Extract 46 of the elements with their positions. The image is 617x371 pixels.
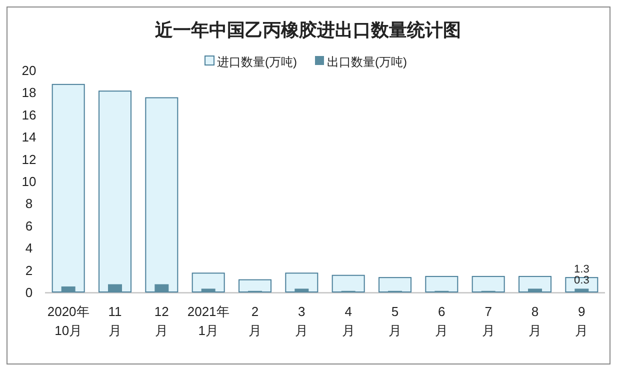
y-tick-label: 20	[22, 63, 36, 78]
y-tick-label: 4	[25, 240, 33, 256]
bar	[98, 90, 132, 292]
x-tick-label: 9 月	[575, 304, 588, 338]
x-tick-label: 5 月	[388, 304, 402, 338]
x-tick-label: 12 月	[154, 304, 169, 338]
x-tick-label: 11 月	[108, 304, 122, 338]
y-tick-label: 18	[22, 85, 36, 100]
x-tick-label: 2021年 1月	[187, 304, 230, 338]
bar	[294, 288, 309, 292]
y-tick-label: 0	[25, 285, 33, 300]
y-tick-label: 10	[22, 174, 36, 189]
bar	[61, 286, 76, 292]
chart-title: 近一年中国乙丙橡胶进出口数量统计图	[154, 20, 461, 40]
x-tick-label: 4 月	[342, 304, 355, 338]
bar	[528, 288, 542, 292]
y-tick-label: 12	[22, 152, 36, 167]
bar	[518, 276, 552, 292]
data-label: 0.3	[574, 274, 590, 287]
y-tick-label: 8	[25, 196, 33, 212]
bar	[192, 272, 225, 292]
bar	[154, 284, 169, 292]
y-tick-label: 14	[22, 130, 36, 145]
legend-label: 出口数量(万吨)	[327, 55, 407, 69]
x-tick-label: 8 月	[528, 304, 542, 338]
bar	[52, 84, 85, 292]
bar	[574, 288, 589, 292]
x-tick-label: 2 月	[248, 304, 262, 338]
x-tick-label: 6 月	[435, 304, 448, 338]
bar	[425, 276, 458, 292]
y-tick-label: 2	[25, 262, 33, 278]
bar	[332, 274, 365, 292]
bar	[201, 288, 216, 292]
y-tick-label: 6	[25, 218, 33, 234]
legend-label: 进口数量(万吨)	[217, 55, 297, 69]
bar	[378, 277, 412, 292]
data-label: 1.3	[574, 264, 590, 276]
bar	[145, 97, 178, 292]
y-tick-label: 16	[22, 107, 36, 122]
bar	[238, 279, 272, 292]
bar	[472, 276, 505, 292]
x-tick-label: 7 月	[482, 304, 495, 338]
x-tick-label: 3 月	[295, 304, 308, 338]
bar	[285, 272, 318, 292]
x-tick-label: 2020年 10月	[47, 304, 90, 338]
bar	[108, 284, 122, 292]
